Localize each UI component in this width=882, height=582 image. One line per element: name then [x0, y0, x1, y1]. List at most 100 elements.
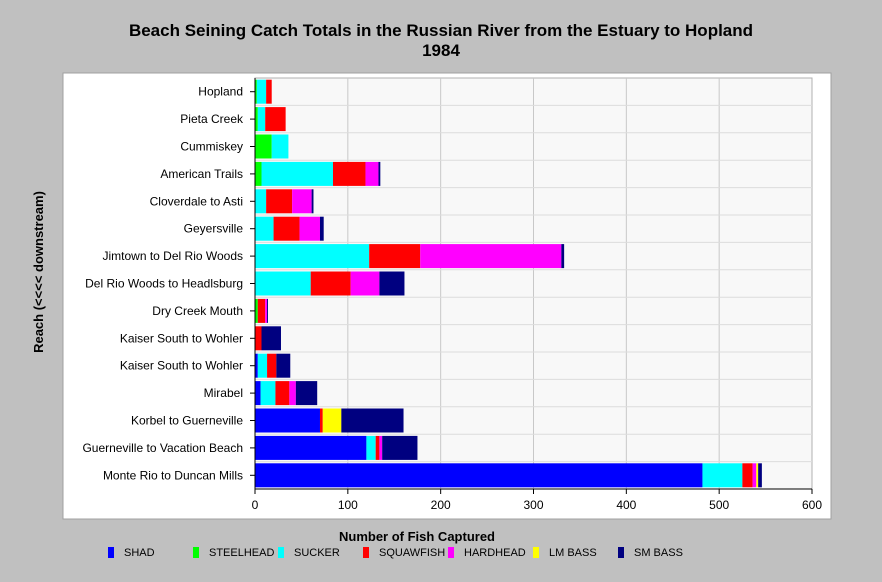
bar-segment: [375, 435, 380, 460]
legend-item: LM BASS: [533, 547, 597, 559]
bar-segment: [255, 298, 258, 323]
bar-segment: [265, 298, 268, 323]
bar-segment: [255, 353, 258, 378]
legend-item: HARDHEAD: [448, 547, 526, 559]
y-axis-title: Reach (<<<< downstream): [31, 191, 46, 353]
legend-item: SM BASS: [618, 547, 683, 559]
bar-segment: [255, 244, 370, 269]
bar-segment: [295, 381, 318, 406]
legend-item: STEELHEAD: [193, 547, 274, 559]
bar-segment: [561, 244, 565, 269]
category-label: Guerneville to Vacation Beach: [82, 441, 243, 455]
category-label: Cummiskey: [180, 140, 243, 154]
bar-segment: [255, 79, 257, 104]
legend-item: SHAD: [108, 547, 155, 559]
bar-segment: [267, 298, 268, 323]
category-label: Dry Creek Mouth: [152, 304, 243, 318]
bar-segment: [365, 161, 379, 186]
bar-segment: [379, 271, 405, 296]
bar-segment: [742, 463, 753, 488]
bar-segment: [299, 216, 320, 241]
legend-label: SHAD: [124, 547, 155, 559]
bar-segment: [420, 244, 562, 269]
legend-label: SQUAWFISH: [379, 547, 445, 559]
bar-segment: [255, 435, 367, 460]
legend-label: STEELHEAD: [209, 547, 274, 559]
category-label: Del Rio Woods to Headlsburg: [85, 277, 243, 291]
bar-segment: [255, 161, 262, 186]
bar-segment: [379, 435, 383, 460]
legend-swatch: [363, 547, 369, 558]
bar-segment: [257, 353, 268, 378]
x-axis-title: Number of Fish Captured: [339, 529, 495, 544]
category-label: Hopland: [198, 85, 243, 99]
bar-segment: [289, 381, 296, 406]
category-label: Mirabel: [204, 386, 243, 400]
bar-segment: [378, 161, 381, 186]
legend-label: SM BASS: [634, 547, 683, 559]
bar-segment: [257, 107, 266, 132]
legend-swatch: [108, 547, 114, 558]
legend-label: HARDHEAD: [464, 547, 526, 559]
bar-segment: [292, 189, 312, 214]
bar-segment: [275, 381, 290, 406]
bar-segment: [255, 408, 320, 433]
bar-segment: [255, 216, 274, 241]
bar-segment: [267, 353, 277, 378]
legend-swatch: [278, 547, 284, 558]
x-tick-label: 200: [431, 498, 451, 512]
bar-segment: [756, 463, 759, 488]
category-label: Kaiser South to Wohler: [120, 359, 243, 373]
category-label: Pieta Creek: [180, 112, 244, 126]
bar-segment: [271, 134, 289, 159]
category-label: American Trails: [160, 167, 243, 181]
axes: [250, 78, 813, 494]
bar-segment: [369, 244, 421, 269]
bar-segment: [276, 353, 291, 378]
bar-segment: [255, 326, 262, 351]
bar-segment: [310, 271, 351, 296]
x-tick-label: 400: [616, 498, 636, 512]
bar-segment: [255, 107, 258, 132]
category-label: Geyersville: [184, 222, 244, 236]
category-label: Cloverdale to Asti: [150, 194, 243, 208]
x-tick-labels: 0 100 200 300 400 500 600: [252, 498, 823, 512]
legend: SHAD STEELHEAD SUCKER SQUAWFISH HARDHEAD LM B…: [108, 547, 683, 559]
bar-segment: [758, 463, 762, 488]
legend-label: LM BASS: [549, 547, 597, 559]
category-label: Kaiser South to Wohler: [120, 331, 243, 345]
bar-segment: [257, 298, 266, 323]
legend-label: SUCKER: [294, 547, 340, 559]
bar-segment: [266, 79, 272, 104]
bar-segment: [265, 107, 286, 132]
legend-swatch: [448, 547, 454, 558]
category-label: Monte Rio to Duncan Mills: [103, 468, 243, 482]
x-tick-label: 100: [338, 498, 358, 512]
category-labels: Hopland Pieta Creek Cummiskey American Trai…: [82, 85, 244, 483]
bar-segment: [255, 381, 261, 406]
bar-segment: [382, 435, 418, 460]
x-tick-label: 300: [523, 498, 543, 512]
bar-segment: [311, 189, 314, 214]
bar-segment: [261, 161, 333, 186]
bar-segment: [319, 408, 323, 433]
chart-title: Beach Seining Catch Totals in the Russia…: [129, 21, 753, 40]
bar-segment: [255, 271, 311, 296]
category-label: Korbel to Guerneville: [131, 414, 243, 428]
bar-segment: [350, 271, 380, 296]
bar-segment: [752, 463, 757, 488]
bars: [255, 79, 762, 488]
legend-swatch: [618, 547, 624, 558]
x-tick-label: 0: [252, 498, 259, 512]
bar-segment: [341, 408, 404, 433]
x-tick-label: 600: [802, 498, 822, 512]
bar-segment: [702, 463, 743, 488]
category-label: Jimtown to Del Rio Woods: [103, 249, 244, 263]
bar-segment: [332, 161, 366, 186]
bar-segment: [260, 381, 276, 406]
legend-swatch: [193, 547, 199, 558]
bar-segment: [255, 189, 267, 214]
bar-segment: [255, 134, 272, 159]
legend-item: SQUAWFISH: [363, 547, 445, 559]
